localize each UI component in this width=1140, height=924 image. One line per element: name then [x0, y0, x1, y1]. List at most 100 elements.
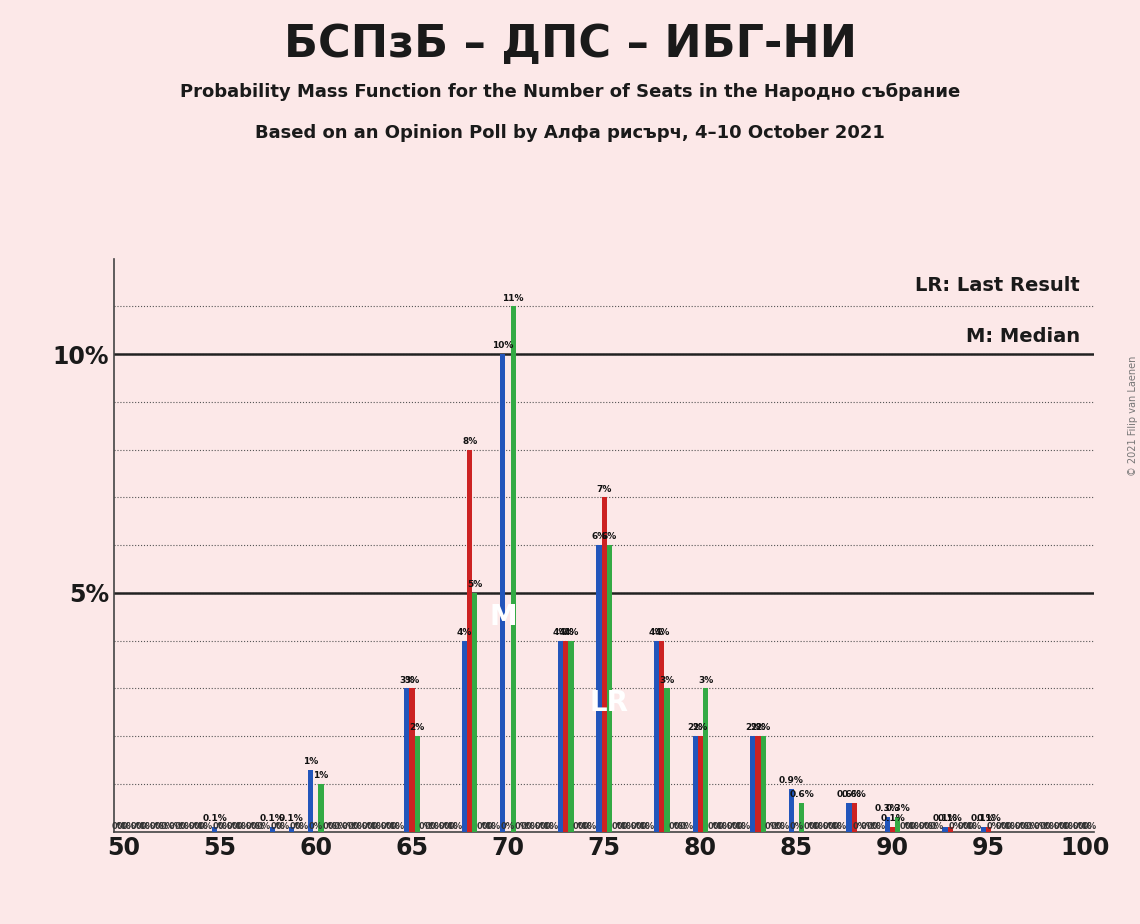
- Text: 0%: 0%: [141, 821, 155, 831]
- Bar: [409, 688, 415, 832]
- Text: 4%: 4%: [457, 627, 472, 637]
- Text: 2%: 2%: [687, 723, 702, 733]
- Text: 0%: 0%: [712, 821, 726, 831]
- Text: 0%: 0%: [718, 821, 732, 831]
- Text: 0.1%: 0.1%: [971, 814, 996, 823]
- Text: 0%: 0%: [630, 821, 644, 831]
- Text: 0%: 0%: [866, 821, 880, 831]
- Text: 0%: 0%: [500, 821, 515, 831]
- Text: 0%: 0%: [290, 821, 303, 831]
- Text: 0%: 0%: [1001, 821, 1015, 831]
- Text: 0%: 0%: [899, 821, 913, 831]
- Bar: [212, 827, 217, 832]
- Text: 0%: 0%: [256, 821, 270, 831]
- Text: 0%: 0%: [535, 821, 548, 831]
- Text: 2%: 2%: [409, 723, 425, 733]
- Text: 0%: 0%: [438, 821, 453, 831]
- Text: 0%: 0%: [430, 821, 443, 831]
- Bar: [288, 827, 294, 832]
- Text: 0%: 0%: [1025, 821, 1040, 831]
- Text: 0%: 0%: [814, 821, 828, 831]
- Text: 0%: 0%: [674, 821, 689, 831]
- Text: 0%: 0%: [1040, 821, 1053, 831]
- Text: 0%: 0%: [246, 821, 260, 831]
- Bar: [500, 354, 505, 832]
- Text: 0%: 0%: [871, 821, 886, 831]
- Text: 0%: 0%: [174, 821, 188, 831]
- Bar: [703, 688, 708, 832]
- Text: 0.1%: 0.1%: [976, 814, 1001, 823]
- Text: © 2021 Filip van Laenen: © 2021 Filip van Laenen: [1127, 356, 1138, 476]
- Text: 0%: 0%: [381, 821, 394, 831]
- Text: M: Median: M: Median: [966, 327, 1080, 346]
- Text: 0.6%: 0.6%: [789, 790, 814, 799]
- Text: 0%: 0%: [958, 821, 971, 831]
- Text: 0%: 0%: [424, 821, 438, 831]
- Text: 0%: 0%: [526, 821, 539, 831]
- Text: 0%: 0%: [391, 821, 405, 831]
- Text: 0%: 0%: [482, 821, 496, 831]
- Bar: [846, 803, 852, 832]
- Text: Based on an Opinion Poll by Алфа рисърч, 4–10 October 2021: Based on an Opinion Poll by Алфа рисърч,…: [255, 124, 885, 141]
- Text: 7%: 7%: [596, 484, 612, 493]
- Text: 0%: 0%: [669, 821, 683, 831]
- Bar: [895, 817, 901, 832]
- Text: БСПзБ – ДПС – ИБГ-НИ: БСПзБ – ДПС – ИБГ-НИ: [284, 23, 856, 67]
- Bar: [606, 545, 612, 832]
- Text: 0%: 0%: [348, 821, 361, 831]
- Text: 0%: 0%: [775, 821, 790, 831]
- Bar: [799, 803, 804, 832]
- Text: 0.9%: 0.9%: [779, 776, 804, 784]
- Text: 0%: 0%: [179, 821, 194, 831]
- Bar: [750, 736, 756, 832]
- Text: 0%: 0%: [1015, 821, 1029, 831]
- Text: 0%: 0%: [352, 821, 367, 831]
- Text: 0%: 0%: [251, 821, 266, 831]
- Text: 3%: 3%: [698, 675, 714, 685]
- Text: 0.3%: 0.3%: [876, 805, 899, 813]
- Text: 0%: 0%: [621, 821, 636, 831]
- Bar: [270, 827, 275, 832]
- Text: 0.6%: 0.6%: [841, 790, 866, 799]
- Text: 0%: 0%: [231, 821, 246, 831]
- Text: 0%: 0%: [828, 821, 842, 831]
- Text: 0%: 0%: [1083, 821, 1097, 831]
- Bar: [789, 789, 793, 832]
- Text: 0%: 0%: [323, 821, 337, 831]
- Text: 8%: 8%: [462, 437, 478, 446]
- Text: 0%: 0%: [823, 821, 837, 831]
- Text: 3%: 3%: [659, 675, 675, 685]
- Bar: [665, 688, 669, 832]
- Text: 0.1%: 0.1%: [933, 814, 958, 823]
- Text: 0.6%: 0.6%: [837, 790, 862, 799]
- Text: 6%: 6%: [602, 532, 617, 541]
- Text: 0%: 0%: [295, 821, 309, 831]
- Bar: [563, 640, 569, 832]
- Text: 0.3%: 0.3%: [886, 805, 910, 813]
- Text: 2%: 2%: [756, 723, 771, 733]
- Text: 0%: 0%: [929, 821, 943, 831]
- Text: 0%: 0%: [636, 821, 650, 831]
- Text: 5%: 5%: [467, 580, 482, 590]
- Text: 0%: 0%: [987, 821, 1001, 831]
- Text: 0%: 0%: [155, 821, 169, 831]
- Text: 0%: 0%: [726, 821, 741, 831]
- Text: 0%: 0%: [1059, 821, 1073, 831]
- Text: 0%: 0%: [477, 821, 490, 831]
- Text: 0%: 0%: [1005, 821, 1020, 831]
- Bar: [943, 827, 947, 832]
- Bar: [405, 688, 409, 832]
- Text: 0%: 0%: [366, 821, 381, 831]
- Text: 0%: 0%: [131, 821, 145, 831]
- Text: 0%: 0%: [545, 821, 559, 831]
- Text: 0.1%: 0.1%: [260, 814, 285, 823]
- Text: 2%: 2%: [750, 723, 766, 733]
- Bar: [569, 640, 573, 832]
- Text: 0%: 0%: [923, 821, 938, 831]
- Text: 6%: 6%: [592, 532, 606, 541]
- Text: 0%: 0%: [276, 821, 290, 831]
- Text: 0%: 0%: [122, 821, 136, 831]
- Text: 0%: 0%: [919, 821, 933, 831]
- Text: 0%: 0%: [910, 821, 925, 831]
- Text: 0%: 0%: [487, 821, 502, 831]
